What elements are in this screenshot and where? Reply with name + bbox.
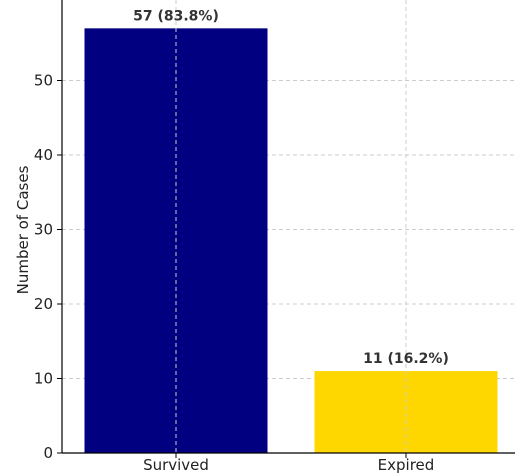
data-labels: 57 (83.8%) 11 (16.2%) [133, 8, 449, 367]
y-tick-label: 30 [34, 221, 53, 239]
bar-expired [314, 371, 498, 453]
y-tick-label: 20 [34, 295, 53, 313]
y-tick-label: 40 [34, 146, 53, 164]
y-tick-label: 0 [43, 444, 53, 462]
bars [84, 0, 498, 453]
y-tick-label: 10 [34, 370, 53, 388]
x-ticks: Survived Expired [143, 453, 434, 474]
y-ticks: 0 10 20 30 40 50 [34, 72, 62, 462]
y-axis-label: Number of Cases [14, 165, 32, 294]
x-tick-label-expired: Expired [378, 456, 435, 474]
data-label-survived: 57 (83.8%) [133, 8, 219, 24]
grid-lines [62, 80, 515, 379]
x-tick-label-survived: Survived [143, 456, 209, 474]
y-tick-label: 50 [34, 72, 53, 90]
data-label-expired: 11 (16.2%) [363, 351, 449, 367]
axes [61, 0, 515, 454]
